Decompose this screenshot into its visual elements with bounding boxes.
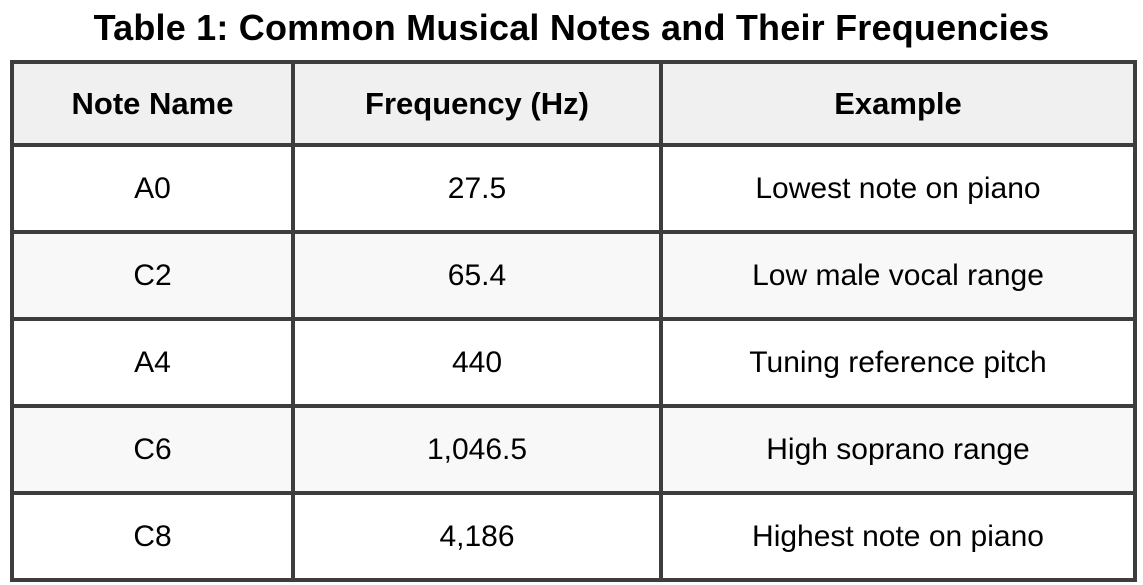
frequency-cell: 1,046.5 <box>291 404 663 495</box>
note-cell: C6 <box>10 404 295 495</box>
frequency-cell: 65.4 <box>291 230 663 321</box>
note-cell: C8 <box>10 491 295 582</box>
column-header-frequency: Frequency (Hz) <box>291 60 663 147</box>
table-row: A4 440 Tuning reference pitch <box>10 317 1137 408</box>
frequency-cell: 4,186 <box>291 491 663 582</box>
page-title: Table 1: Common Musical Notes and Their … <box>93 7 1050 48</box>
table-row: A0 27.5 Lowest note on piano <box>10 143 1137 234</box>
table-row: C8 4,186 Highest note on piano <box>10 491 1137 582</box>
frequency-cell: 27.5 <box>291 143 663 234</box>
example-cell: Tuning reference pitch <box>659 317 1137 408</box>
example-cell: High soprano range <box>659 404 1137 495</box>
table-header-row: Note Name Frequency (Hz) Example <box>10 60 1137 147</box>
note-cell: A4 <box>10 317 295 408</box>
example-cell: Highest note on piano <box>659 491 1137 582</box>
frequency-cell: 440 <box>291 317 663 408</box>
note-cell: C2 <box>10 230 295 321</box>
table-row: C6 1,046.5 High soprano range <box>10 404 1137 495</box>
example-cell: Lowest note on piano <box>659 143 1137 234</box>
note-cell: A0 <box>10 143 295 234</box>
musical-notes-table: Note Name Frequency (Hz) Example A0 27.5 L… <box>10 60 1137 582</box>
table-row: C2 65.4 Low male vocal range <box>10 230 1137 321</box>
column-header-example: Example <box>659 60 1137 147</box>
example-cell: Low male vocal range <box>659 230 1137 321</box>
column-header-note-name: Note Name <box>10 60 295 147</box>
